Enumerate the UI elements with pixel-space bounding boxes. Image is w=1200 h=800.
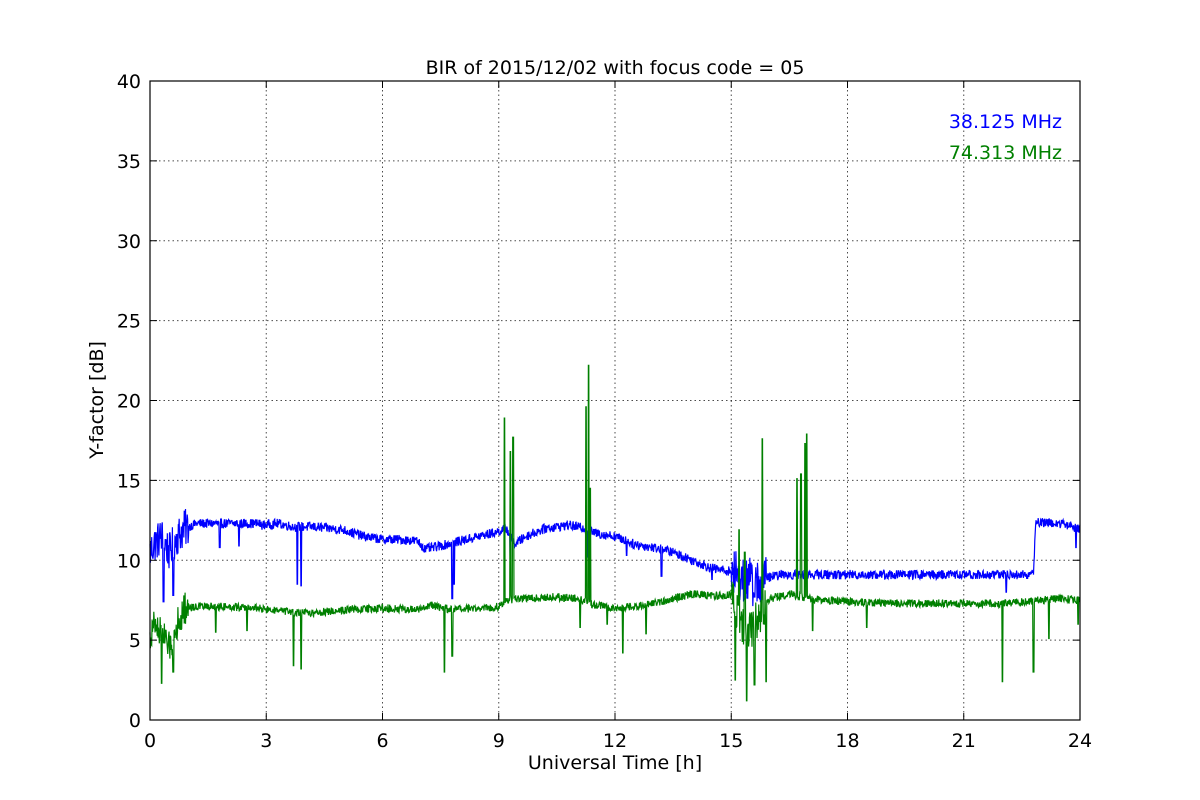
series-line-2: [149, 364, 1081, 702]
y-tick-label: 10: [117, 550, 141, 572]
y-tick-label: 40: [117, 71, 141, 93]
ticks: [149, 80, 1081, 721]
legend: 38.125 MHz 74.313 MHz: [949, 111, 1062, 164]
series-line-1: [149, 508, 1081, 607]
legend-entry-series-1: 38.125 MHz: [949, 111, 1062, 133]
y-tick-labels: 0 5 10 15 20 25 30 35 40: [117, 71, 141, 732]
y-tick-label: 20: [117, 391, 141, 413]
y-tick-label: 30: [117, 231, 141, 253]
x-tick-label: 9: [493, 730, 505, 752]
y-tick-label: 25: [117, 311, 141, 333]
grid: [150, 81, 1080, 720]
x-tick-labels: 0 3 6 9 12 15 18 21 24: [144, 730, 1092, 752]
x-tick-label: 12: [603, 730, 627, 752]
x-tick-label: 0: [144, 730, 156, 752]
x-tick-label: 21: [952, 730, 976, 752]
series-layer: [149, 364, 1081, 702]
y-axis-label: Y-factor [dB]: [86, 341, 108, 460]
x-tick-label: 6: [376, 730, 388, 752]
y-tick-label: 0: [129, 710, 141, 732]
legend-entry-series-2: 74.313 MHz: [949, 142, 1062, 164]
y-tick-label: 15: [117, 470, 141, 492]
x-tick-label: 15: [719, 730, 743, 752]
x-tick-label: 24: [1068, 730, 1092, 752]
x-tick-label: 18: [835, 730, 859, 752]
y-tick-label: 35: [117, 151, 141, 173]
x-axis-label: Universal Time [h]: [528, 752, 702, 774]
y-tick-label: 5: [129, 630, 141, 652]
x-tick-label: 3: [260, 730, 272, 752]
chart-title: BIR of 2015/12/02 with focus code = 05: [426, 57, 805, 79]
